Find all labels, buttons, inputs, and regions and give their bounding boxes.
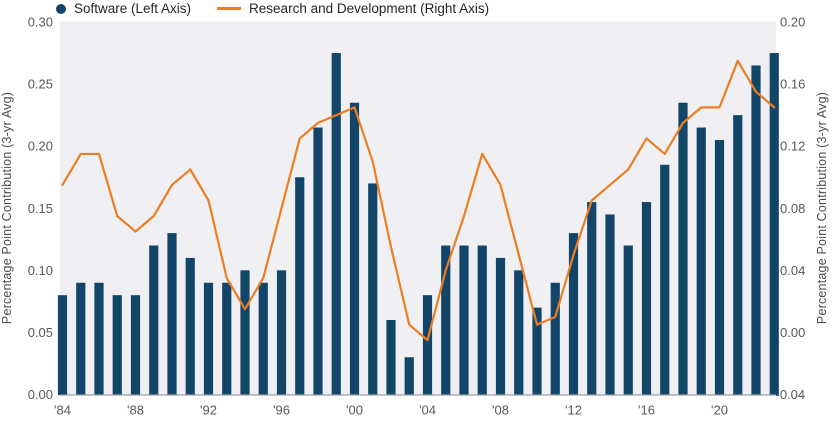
software-bar-1988 <box>130 295 141 395</box>
software-bar-2016 <box>641 202 652 395</box>
software-bar-2012 <box>568 233 579 395</box>
x-tick-1984: '84 <box>54 403 71 418</box>
right-tick-0.04: 0.04 <box>780 263 805 278</box>
software-bar-2005 <box>441 245 451 395</box>
software-bar-2018 <box>678 102 688 396</box>
right-axis-title: Percentage Point Contribution (3-yr Avg) <box>815 92 829 324</box>
software-bar-2015 <box>623 245 633 395</box>
software-bar-2023 <box>769 53 779 395</box>
right-tick-0.16: 0.16 <box>780 77 805 92</box>
left-tick-0.10: 0.10 <box>28 263 53 278</box>
software-bar-1985 <box>76 282 86 395</box>
software-bar-2000 <box>349 102 360 396</box>
software-bar-1996 <box>276 270 287 395</box>
x-tick-1996: '96 <box>273 403 290 418</box>
software-bar-2007 <box>477 245 487 395</box>
right-tick-0.20: 0.20 <box>780 15 805 30</box>
rnd-legend-label: Research and Development (Right Axis) <box>249 1 490 16</box>
x-tick-2008: '08 <box>492 403 509 418</box>
rnd-line-layer <box>61 59 776 342</box>
software-bar-1986 <box>94 282 104 395</box>
software-bar-1987 <box>112 295 122 395</box>
left-tick-0.05: 0.05 <box>28 325 53 340</box>
legend-item-software: Software (Left Axis) <box>56 1 191 16</box>
software-bar-2017 <box>660 164 670 395</box>
software-bar-1997 <box>295 177 305 395</box>
software-bar-2010 <box>532 307 542 395</box>
left-tick-0.15: 0.15 <box>28 201 53 216</box>
software-bar-1993 <box>222 282 232 395</box>
software-bar-1989 <box>149 245 159 395</box>
software-bar-2011 <box>550 282 560 395</box>
right-tick-0.00: 0.00 <box>780 325 805 340</box>
software-bar-1992 <box>203 282 214 395</box>
software-bar-1999 <box>331 53 341 395</box>
rnd-line <box>61 59 776 342</box>
left-axis-title: Percentage Point Contribution (3-yr Avg) <box>0 92 14 324</box>
x-tick-1988: '88 <box>127 403 144 418</box>
software-bar-2006 <box>459 245 469 395</box>
software-bar-2022 <box>751 65 761 396</box>
left-tick-0.30: 0.30 <box>28 15 53 30</box>
software-bar-1994 <box>240 270 250 395</box>
software-bar-2008 <box>495 257 506 395</box>
software-bars-layer <box>57 53 779 396</box>
right-tick-0.08: 0.08 <box>780 201 805 216</box>
legend-item-rnd: Research and Development (Right Axis) <box>217 1 489 16</box>
software-bar-2002 <box>386 320 396 395</box>
software-bar-2021 <box>733 115 743 396</box>
x-tick-2012: '12 <box>565 403 582 418</box>
x-tick-2000: '00 <box>346 403 363 418</box>
software-bar-2019 <box>696 127 706 395</box>
x-tick-2016: '16 <box>638 403 655 418</box>
software-bar-2014 <box>605 214 615 395</box>
software-legend-label: Software (Left Axis) <box>74 1 192 16</box>
left-axis-tick-labels: 0.30 0.25 0.20 0.15 0.10 0.05 0.00 <box>28 15 53 403</box>
right-tick--0.04: -0.04 <box>776 387 806 402</box>
x-axis-tick-labels: '84 '88 '92 '96 '00 '04 '08 '12 '16 '20 <box>54 403 728 418</box>
software-bar-1984 <box>57 295 68 395</box>
software-legend-dot-icon <box>56 3 66 14</box>
left-tick-0.00: 0.00 <box>28 387 53 402</box>
right-axis-tick-labels: 0.20 0.16 0.12 0.08 0.04 0.00 -0.04 <box>776 15 806 403</box>
left-tick-0.20: 0.20 <box>28 139 53 154</box>
software-bar-2013 <box>587 202 597 395</box>
software-bar-1995 <box>258 282 268 395</box>
software-bar-2001 <box>368 183 378 395</box>
software-bar-1990 <box>167 233 177 395</box>
software-bar-1998 <box>313 127 323 395</box>
software-bar-1991 <box>185 257 195 395</box>
right-tick-0.12: 0.12 <box>780 139 805 154</box>
x-tick-2004: '04 <box>419 403 436 418</box>
software-bar-2004 <box>422 295 433 395</box>
rnd-legend-line-icon <box>217 7 242 10</box>
x-tick-1992: '92 <box>200 403 217 418</box>
x-tick-2020: '20 <box>711 403 728 418</box>
software-bar-2009 <box>514 270 524 395</box>
legend: Software (Left Axis) Research and Develo… <box>56 0 489 17</box>
software-bar-2003 <box>404 357 414 395</box>
software-bar-2020 <box>714 139 725 395</box>
left-tick-0.25: 0.25 <box>28 77 53 92</box>
